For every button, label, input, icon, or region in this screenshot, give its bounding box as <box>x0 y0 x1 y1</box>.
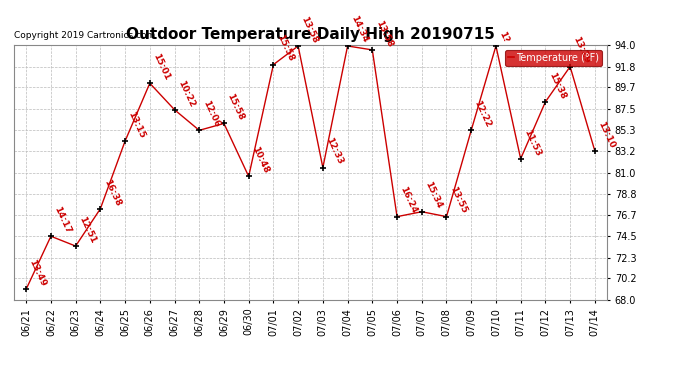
Text: 14:17: 14:17 <box>52 205 72 235</box>
Text: 13:58: 13:58 <box>299 15 320 45</box>
Text: 12:51: 12:51 <box>77 215 97 244</box>
Title: Outdoor Temperature Daily High 20190715: Outdoor Temperature Daily High 20190715 <box>126 27 495 42</box>
Text: 16:24: 16:24 <box>399 185 419 215</box>
Text: 12:33: 12:33 <box>324 136 344 166</box>
Text: 15:38: 15:38 <box>547 70 567 100</box>
Text: 14:34: 14:34 <box>349 15 369 45</box>
Text: Copyright 2019 Cartronics.com: Copyright 2019 Cartronics.com <box>14 31 155 40</box>
Text: 10:22: 10:22 <box>176 79 196 108</box>
Text: 13:29: 13:29 <box>571 35 592 65</box>
Text: 13:55: 13:55 <box>448 185 469 215</box>
Text: 12:22: 12:22 <box>473 99 493 129</box>
Text: 13:10: 13:10 <box>596 120 617 150</box>
Text: 1?: 1? <box>497 30 511 45</box>
Text: 13:49: 13:49 <box>28 258 48 288</box>
Text: 15:34: 15:34 <box>423 180 444 210</box>
Text: 13:15: 13:15 <box>126 110 147 140</box>
Text: 13:58: 13:58 <box>374 19 394 48</box>
Text: 15:58: 15:58 <box>275 33 295 63</box>
Text: 16:38: 16:38 <box>102 178 122 207</box>
Text: 10:48: 10:48 <box>250 145 270 175</box>
Text: 11:53: 11:53 <box>522 128 542 157</box>
Text: 12:06: 12:06 <box>201 99 221 129</box>
Text: 15:01: 15:01 <box>151 52 172 82</box>
Legend: Temperature (°F): Temperature (°F) <box>505 50 602 66</box>
Text: 15:58: 15:58 <box>226 92 246 122</box>
